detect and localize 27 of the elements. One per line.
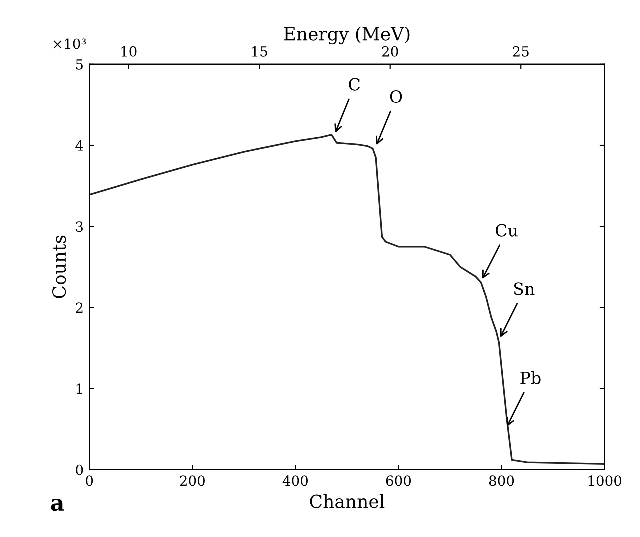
y-axis-title: Counts: [52, 236, 66, 298]
x2-tick-label: 20: [382, 46, 398, 57]
text: ×10³: [54, 38, 86, 50]
annotation: Cu: [496, 224, 518, 237]
x2-tick-label: 15: [252, 46, 268, 57]
x2-tick-label: 10: [122, 46, 137, 57]
x-tick-label: 0: [86, 476, 94, 486]
y-tick-label: 0: [76, 464, 84, 476]
x2-axis-title: Energy (MeV): [284, 26, 410, 45]
x-tick-label: 600: [386, 476, 412, 486]
x-tick-label: 200: [180, 476, 205, 486]
annotation: C: [349, 78, 360, 91]
annotation: O: [390, 90, 402, 104]
y-tick-label: 2: [76, 302, 83, 313]
text: a: [51, 499, 64, 512]
y-tick-label: 1: [76, 384, 82, 394]
line-series: [90, 134, 605, 466]
y-tick-label: 5: [76, 60, 83, 70]
x2-tick-label: 25: [513, 46, 529, 57]
y-tick-label: 3: [76, 222, 84, 232]
annotation: Sn: [514, 282, 535, 296]
x-tick-label: 400: [282, 476, 308, 486]
y-tick-label: 4: [76, 140, 84, 151]
x-axis-title: Channel: [310, 494, 385, 508]
x-tick-label: 1000: [588, 476, 622, 486]
annotation: Pb: [520, 372, 541, 384]
x-tick-label: 800: [489, 476, 514, 486]
